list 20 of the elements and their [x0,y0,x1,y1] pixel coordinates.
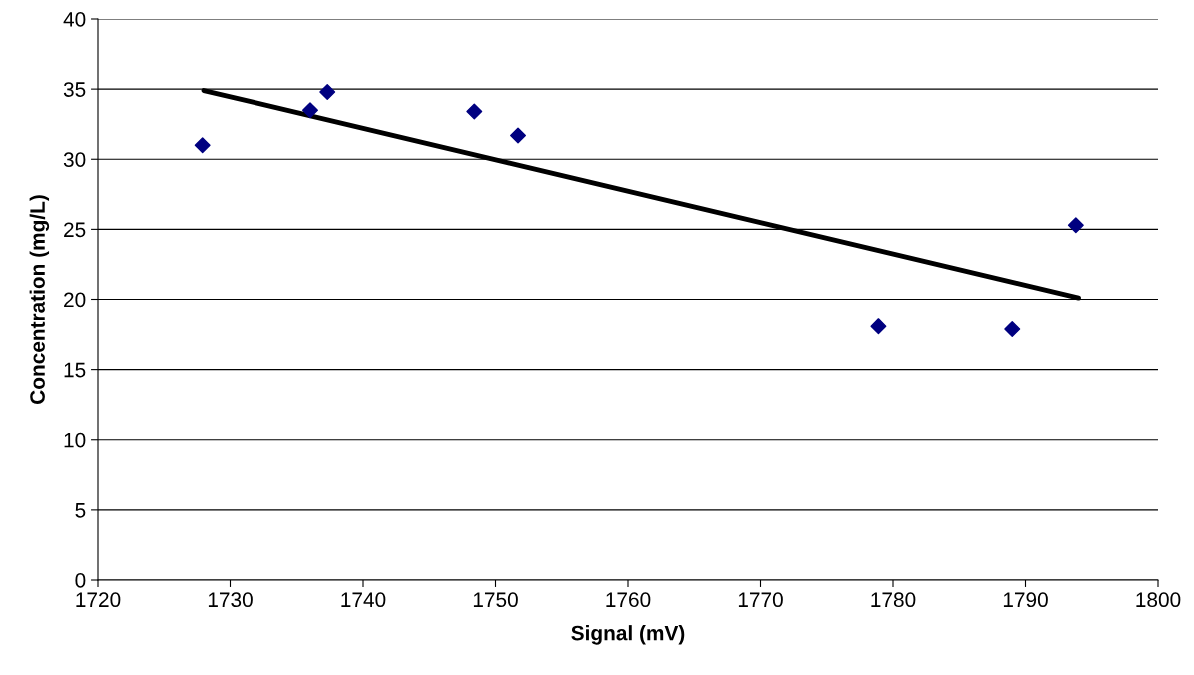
y-tick-label: 30 [63,152,86,167]
y-tick-label: 15 [64,362,86,378]
x-tick-label: 1750 [473,592,518,608]
x-tick-label: 1740 [341,592,386,608]
x-axis-title: Signal (mV) [571,625,685,645]
y-tick-label: 40 [63,12,86,27]
x-tick-label: 1760 [606,592,651,608]
y-tick-label: 0 [75,573,86,588]
y-tick-label: 20 [64,292,86,308]
x-tick-label: 1780 [871,592,916,608]
y-tick-label: 25 [64,222,86,238]
y-tick-label: 5 [75,503,86,518]
x-tick-label: 1720 [76,592,121,608]
y-tick-label: 35 [63,82,86,97]
x-tick-label: 1800 [1136,592,1181,608]
y-axis-title: Concentration (mg/L) [29,195,50,404]
x-tick-label: 1790 [1003,592,1048,608]
y-tick-label: 10 [64,432,86,448]
x-tick-label: 1730 [208,592,253,608]
x-tick-label: 1770 [738,592,783,608]
